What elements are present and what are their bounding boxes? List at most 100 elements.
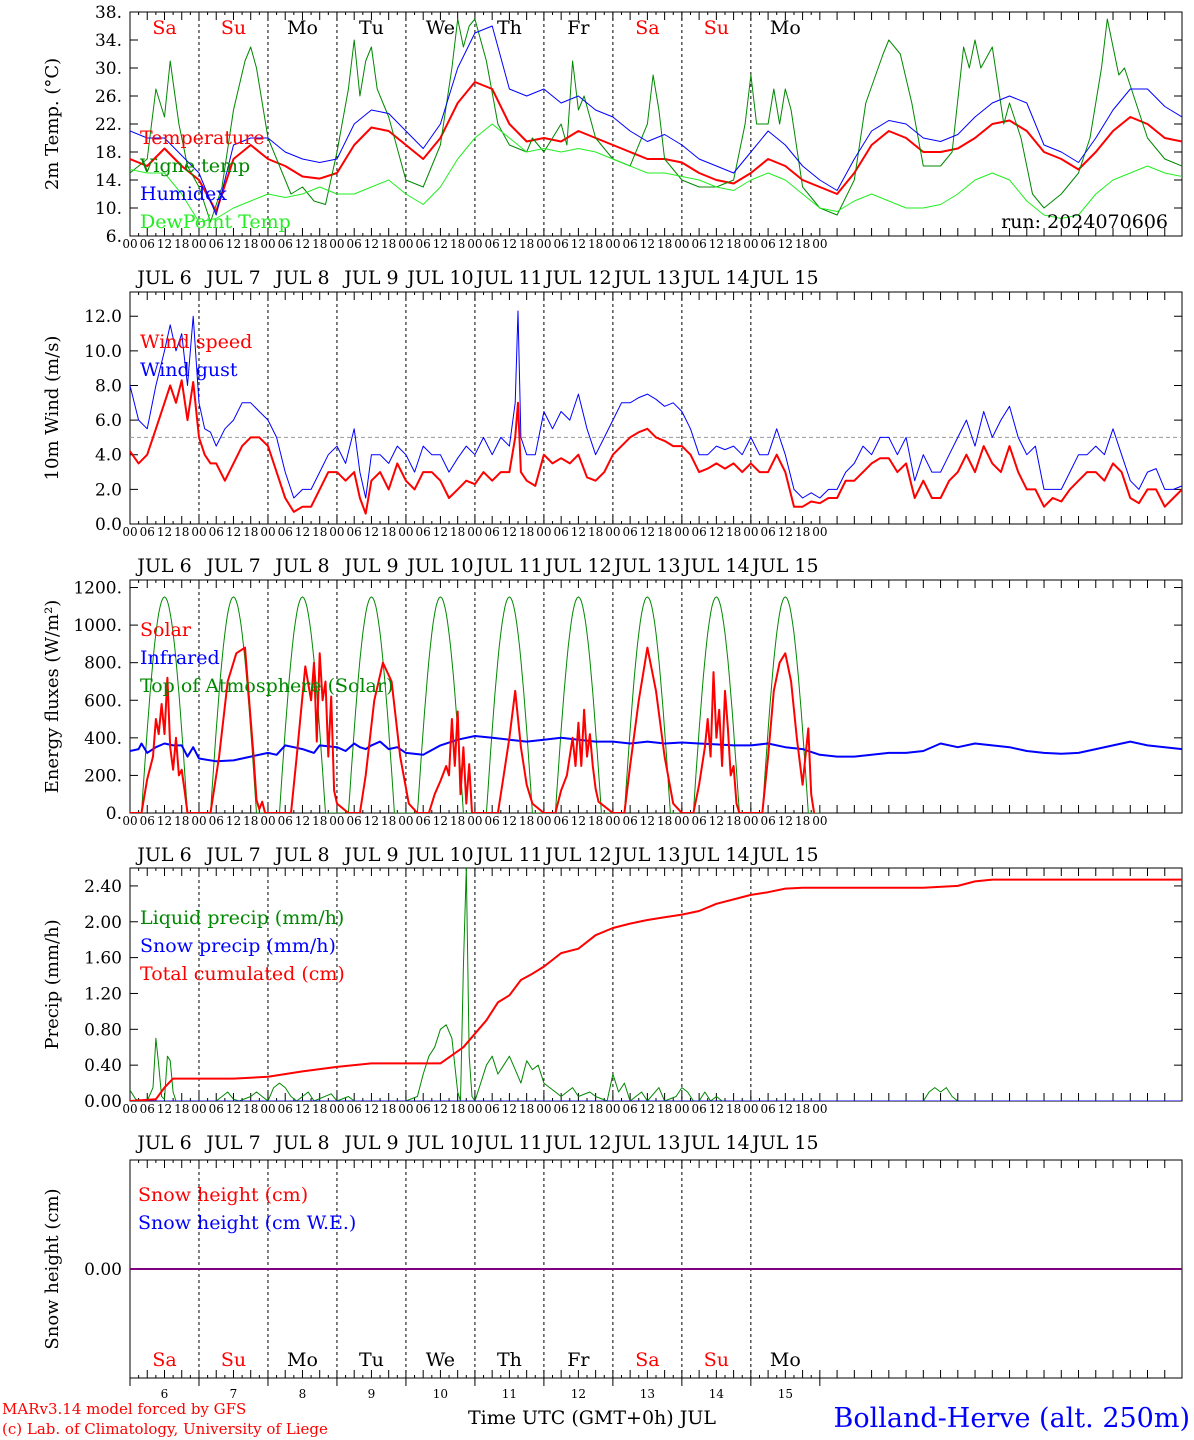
hour-tick-label: 18 xyxy=(243,814,258,828)
hour-tick-label: 00 xyxy=(260,525,275,539)
hour-tick-label: 00 xyxy=(743,237,758,251)
hour-tick-label: 12 xyxy=(571,1102,586,1116)
date-label: JUL 9 xyxy=(342,267,398,289)
hour-tick-label: 00 xyxy=(605,237,620,251)
date-label: JUL 15 xyxy=(750,844,818,866)
hour-tick-label: 18 xyxy=(174,814,189,828)
legend-entry: Snow precip (mm/h) xyxy=(140,935,336,957)
date-label: JUL 7 xyxy=(204,1132,260,1154)
footer: MARv3.14 model forced by GFS (c) Lab. of … xyxy=(2,1400,1190,1438)
date-label: JUL 11 xyxy=(474,267,542,289)
hour-tick-label: 00 xyxy=(674,237,689,251)
hour-tick-label: 06 xyxy=(416,1102,431,1116)
hour-tick-label: 12 xyxy=(295,237,310,251)
date-label: JUL 14 xyxy=(681,267,749,289)
hour-tick-label: 00 xyxy=(398,237,413,251)
date-label: JUL 15 xyxy=(750,1132,818,1154)
hour-tick-label: 00 xyxy=(605,814,620,828)
hour-tick-label: 06 xyxy=(622,237,637,251)
hour-tick-label: 18 xyxy=(588,525,603,539)
hour-tick-label: 00 xyxy=(536,525,551,539)
lab-credit: (c) Lab. of Climatology, University of L… xyxy=(2,1420,328,1438)
weekday-label: Su xyxy=(704,17,729,39)
day-number-label: 14 xyxy=(709,1387,725,1401)
hour-tick-label: 12 xyxy=(226,1102,241,1116)
hour-tick-label: 18 xyxy=(450,814,465,828)
hour-tick-label: 06 xyxy=(554,525,569,539)
legend-entry: Wind speed xyxy=(140,331,252,353)
y-axis-label: 2m Temp. (°C) xyxy=(42,58,63,190)
day-number-label: 15 xyxy=(778,1387,793,1401)
day-number-label: 12 xyxy=(571,1387,586,1401)
x-axis-title: Time UTC (GMT+0h) JUL xyxy=(468,1407,716,1429)
hour-tick-label: 06 xyxy=(140,525,155,539)
hour-tick-label: 12 xyxy=(295,525,310,539)
hour-tick-label: 06 xyxy=(554,1102,569,1116)
y-tick-label: 0.40 xyxy=(84,1056,122,1076)
date-label: JUL 13 xyxy=(612,555,680,577)
hour-tick-label: 12 xyxy=(640,814,655,828)
y-tick-label: 0.0 xyxy=(95,515,122,535)
y-tick-label: 0. xyxy=(106,804,122,824)
station-name: Bolland-Herve (alt. 250m) xyxy=(834,1403,1190,1434)
day-number-label: 10 xyxy=(433,1387,448,1401)
hour-tick-label: 18 xyxy=(312,525,327,539)
date-label: JUL 10 xyxy=(405,267,473,289)
legend-entry: Snow height (cm W.E.) xyxy=(138,1212,356,1234)
weekday-label: Su xyxy=(221,1349,246,1371)
hour-tick-label: 12 xyxy=(571,525,586,539)
hour-tick-label: 18 xyxy=(519,237,534,251)
hour-tick-label: 00 xyxy=(605,525,620,539)
y-tick-label: 30. xyxy=(95,59,122,79)
day-number-label: 9 xyxy=(368,1387,376,1401)
y-tick-label: 2.40 xyxy=(84,877,122,897)
hour-tick-label: 06 xyxy=(760,237,775,251)
y-tick-label: 10. xyxy=(95,199,122,219)
day-number-label: 13 xyxy=(640,1387,655,1401)
date-label: JUL 15 xyxy=(750,267,818,289)
hour-tick-label: 06 xyxy=(278,237,293,251)
date-label: JUL 13 xyxy=(612,844,680,866)
hour-tick-label: 12 xyxy=(364,1102,379,1116)
hour-tick-label: 00 xyxy=(122,525,137,539)
hour-tick-label: 00 xyxy=(743,1102,758,1116)
hour-tick-label: 12 xyxy=(571,814,586,828)
hour-tick-label: 18 xyxy=(726,814,741,828)
legend-entry: Temperature xyxy=(140,127,264,149)
hour-tick-label: 00 xyxy=(536,1102,551,1116)
hour-tick-label: 00 xyxy=(329,1102,344,1116)
hour-tick-label: 06 xyxy=(416,237,431,251)
hour-tick-label: 18 xyxy=(795,525,810,539)
y-tick-label: 22. xyxy=(95,115,122,135)
hour-tick-label: 18 xyxy=(519,814,534,828)
hour-tick-label: 00 xyxy=(122,237,137,251)
legend-entry: DewPoint Temp xyxy=(140,211,291,233)
hour-tick-label: 18 xyxy=(174,525,189,539)
hour-tick-label: 12 xyxy=(640,1102,655,1116)
hour-tick-label: 06 xyxy=(485,237,500,251)
hour-tick-label: 00 xyxy=(812,525,827,539)
hour-tick-label: 12 xyxy=(778,814,793,828)
hour-tick-label: 12 xyxy=(364,525,379,539)
date-label: JUL 9 xyxy=(342,555,398,577)
hour-tick-label: 12 xyxy=(709,237,724,251)
hour-tick-label: 06 xyxy=(209,525,224,539)
hour-tick-label: 00 xyxy=(467,525,482,539)
y-tick-label: 0.00 xyxy=(84,1092,122,1112)
legend-entry: Vigne temp xyxy=(139,155,250,177)
y-tick-label: 6. xyxy=(106,227,122,247)
hour-tick-label: 18 xyxy=(657,237,672,251)
hour-tick-label: 06 xyxy=(209,1102,224,1116)
date-label: JUL 7 xyxy=(204,555,260,577)
date-label: JUL 12 xyxy=(543,1132,611,1154)
hour-tick-label: 06 xyxy=(347,1102,362,1116)
hour-tick-label: 00 xyxy=(398,525,413,539)
hour-tick-label: 12 xyxy=(157,1102,172,1116)
hour-tick-label: 00 xyxy=(329,525,344,539)
hour-tick-label: 06 xyxy=(278,1102,293,1116)
hour-tick-label: 06 xyxy=(760,525,775,539)
hour-tick-label: 00 xyxy=(260,1102,275,1116)
hour-tick-label: 06 xyxy=(691,237,706,251)
hour-tick-label: 06 xyxy=(140,237,155,251)
